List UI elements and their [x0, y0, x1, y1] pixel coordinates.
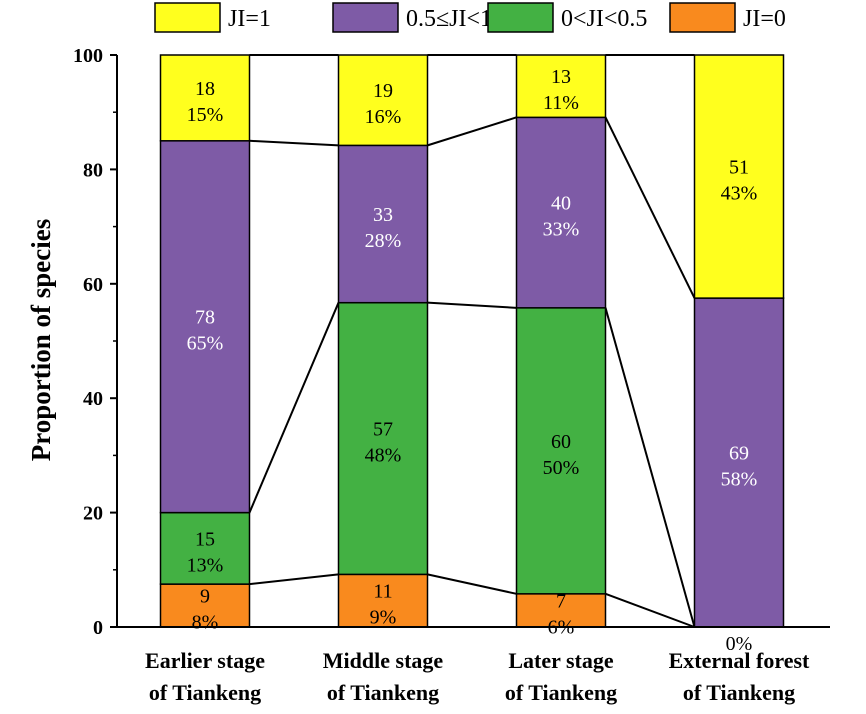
data-label-percent: 9% — [370, 607, 397, 629]
data-label-count: 19 — [373, 80, 393, 102]
legend-item-0ltjilt0-5: 0<JI<0.5 — [487, 2, 647, 33]
data-label-count: 60 — [551, 431, 571, 453]
x-tick-label: of Tiankeng — [683, 680, 795, 705]
data-label-count: 13 — [551, 66, 571, 88]
y-tick-label: 100 — [73, 45, 103, 67]
bar-segment-jieq1 — [337, 54, 429, 147]
bar-segment-0-5lejilt1 — [159, 140, 251, 514]
y-tick-label: 60 — [83, 274, 103, 296]
connector-lines — [248, 54, 696, 628]
connector-line — [604, 116, 696, 299]
y-tick-label: 20 — [83, 503, 103, 525]
connector-line — [427, 573, 517, 595]
connector-line — [248, 302, 340, 513]
x-tick-label: Middle stage — [323, 648, 444, 673]
bar-stacks: 98%1513%7865%1815%119%5748%3328%1916%76%… — [159, 54, 785, 655]
connector-line — [604, 307, 696, 628]
data-label-count: 33 — [373, 204, 393, 226]
data-label-count: 69 — [729, 443, 749, 465]
data-label-percent: 33% — [543, 219, 580, 241]
bar-segment-0-5lejilt1 — [693, 297, 785, 628]
legend-label: JI=1 — [228, 6, 271, 32]
data-label-percent: 11% — [543, 92, 579, 114]
data-label-percent: 16% — [365, 106, 402, 128]
bar-segment-0-5lejilt1 — [337, 144, 429, 304]
data-label-percent: 50% — [543, 457, 580, 479]
data-label-percent: 15% — [187, 104, 224, 126]
legend-swatch — [669, 2, 736, 33]
x-tick-label: Earlier stage — [145, 648, 265, 673]
data-label-count: 15 — [195, 528, 215, 550]
connector-line — [605, 592, 695, 628]
data-label-percent: 58% — [721, 469, 758, 491]
data-label-percent: 8% — [192, 612, 219, 634]
data-label-percent: 13% — [187, 554, 224, 576]
legend: JI=1 0.5≤JI<1 0<JI<0.5 JI=0 — [154, 2, 786, 33]
x-tick-label: External forest — [669, 648, 810, 673]
data-label-percent: 48% — [365, 445, 402, 467]
y-axis-label: Proportion of species — [26, 219, 56, 461]
y-tick-label: 0 — [93, 617, 103, 639]
data-label-count: 9 — [200, 586, 210, 608]
x-tick-label: of Tiankeng — [327, 680, 439, 705]
data-label-count: 40 — [551, 193, 571, 215]
legend-swatch — [332, 2, 399, 33]
x-tick-label: of Tiankeng — [505, 680, 617, 705]
bar-segment-jieq0 — [515, 593, 607, 628]
legend-item-jieq1: JI=1 — [154, 2, 271, 33]
bar-segment-0ltjilt0-5 — [337, 301, 429, 576]
data-label-percent: 43% — [721, 183, 758, 205]
legend-label: 0.5≤JI<1 — [406, 6, 492, 32]
y-tick-label: 40 — [83, 388, 103, 410]
connector-line — [249, 573, 339, 586]
bar-segment-0-5lejilt1 — [515, 116, 607, 309]
data-label-count: 57 — [373, 419, 393, 441]
legend-swatch — [487, 2, 554, 33]
bar-segment-jieq1 — [693, 54, 785, 299]
data-label-count: 18 — [195, 78, 215, 100]
legend-label: 0<JI<0.5 — [561, 6, 647, 32]
data-label-count: 7 — [556, 590, 566, 612]
bar-segment-jieq1 — [159, 54, 251, 142]
data-label-percent: 0% — [726, 633, 753, 655]
connector-line — [427, 301, 517, 309]
x-tick-label: of Tiankeng — [149, 680, 261, 705]
data-label-percent: 28% — [365, 230, 402, 252]
bar-segment-jieq1 — [515, 54, 607, 119]
data-label-percent: 65% — [187, 333, 224, 355]
data-label-count: 11 — [373, 581, 392, 603]
legend-item-0-5lejilt1: 0.5≤JI<1 — [332, 2, 492, 33]
legend-item-jieq0: JI=0 — [669, 2, 786, 33]
data-label-count: 51 — [729, 157, 749, 179]
y-tick-label: 80 — [83, 159, 103, 181]
data-label-count: 78 — [195, 307, 215, 329]
bar-segment-jieq0 — [159, 583, 251, 628]
bar-segment-0ltjilt0-5 — [515, 307, 607, 595]
connector-line — [249, 139, 339, 147]
connector-line — [427, 116, 517, 147]
axes: 0 20 40 60 80 100 Earlier stage of Tiankeng Midd… — [73, 45, 830, 705]
legend-label: JI=0 — [743, 6, 786, 32]
legend-swatch — [154, 2, 221, 33]
x-tick-label: Later stage — [508, 648, 614, 673]
